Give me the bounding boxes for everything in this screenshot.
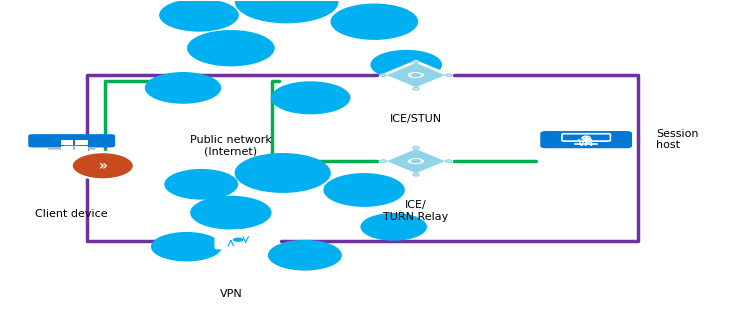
Ellipse shape — [413, 174, 419, 176]
FancyBboxPatch shape — [215, 235, 262, 249]
Ellipse shape — [380, 74, 386, 76]
Ellipse shape — [270, 81, 351, 114]
Ellipse shape — [323, 173, 405, 207]
Ellipse shape — [360, 213, 427, 241]
Ellipse shape — [159, 0, 239, 32]
Ellipse shape — [413, 60, 419, 63]
FancyBboxPatch shape — [75, 140, 88, 145]
Text: VM: VM — [578, 140, 594, 148]
Text: ICE/
TURN Relay: ICE/ TURN Relay — [383, 201, 449, 222]
Ellipse shape — [407, 71, 425, 79]
Ellipse shape — [151, 232, 222, 261]
Ellipse shape — [370, 50, 442, 80]
Text: VPN: VPN — [219, 289, 242, 299]
Ellipse shape — [411, 73, 421, 77]
Polygon shape — [64, 146, 80, 148]
FancyBboxPatch shape — [28, 134, 115, 148]
FancyBboxPatch shape — [562, 134, 610, 141]
Ellipse shape — [446, 160, 452, 162]
Text: ICE/STUN: ICE/STUN — [390, 114, 442, 124]
Ellipse shape — [413, 87, 419, 90]
FancyBboxPatch shape — [540, 131, 632, 148]
Ellipse shape — [190, 196, 272, 230]
Text: »: » — [98, 159, 107, 173]
Ellipse shape — [235, 153, 331, 193]
FancyBboxPatch shape — [61, 140, 73, 145]
Text: Public network
(Internet): Public network (Internet) — [190, 135, 272, 157]
Ellipse shape — [331, 3, 418, 40]
Circle shape — [233, 237, 244, 242]
Ellipse shape — [407, 157, 425, 165]
Ellipse shape — [72, 152, 134, 179]
FancyBboxPatch shape — [48, 147, 96, 150]
Ellipse shape — [164, 169, 239, 200]
Ellipse shape — [268, 240, 342, 271]
Ellipse shape — [411, 159, 421, 163]
Polygon shape — [383, 148, 449, 175]
Ellipse shape — [446, 74, 452, 76]
Ellipse shape — [413, 146, 419, 149]
Ellipse shape — [380, 160, 386, 162]
Ellipse shape — [145, 72, 221, 104]
Text: Client device: Client device — [36, 209, 108, 219]
Ellipse shape — [235, 0, 339, 23]
Polygon shape — [383, 62, 449, 89]
FancyBboxPatch shape — [61, 146, 73, 152]
FancyBboxPatch shape — [75, 146, 88, 152]
Text: Session
host: Session host — [657, 129, 699, 150]
Ellipse shape — [187, 30, 275, 66]
